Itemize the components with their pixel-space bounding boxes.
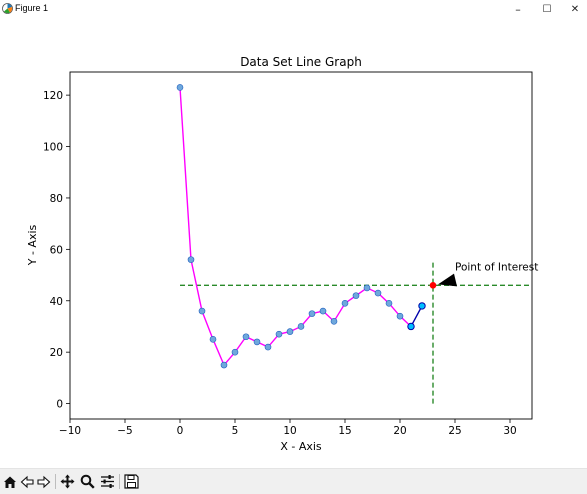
main-series-point	[176, 84, 184, 91]
y-tick-label: 100	[43, 142, 63, 154]
x-tick-label: 30	[503, 425, 516, 437]
x-tick-label: 15	[338, 425, 351, 437]
main-series-point	[374, 289, 382, 297]
matplotlib-app-icon	[2, 3, 13, 14]
chart-title: Data Set Line Graph	[240, 55, 362, 69]
main-series-point	[275, 330, 283, 338]
zoom-icon	[80, 474, 95, 489]
window-titlebar: Figure 1 – ☐ ✕	[0, 0, 587, 18]
main-series-point	[363, 284, 371, 292]
back-button[interactable]	[18, 473, 35, 490]
x-tick-label: 0	[177, 425, 184, 437]
main-series-point	[264, 343, 272, 351]
plot-frame	[69, 71, 533, 420]
y-tick-label: 0	[56, 399, 63, 411]
forward-button[interactable]	[35, 473, 52, 490]
point-of-interest-marker	[429, 282, 437, 289]
main-series-point	[220, 361, 228, 369]
annotation-arrow	[438, 273, 457, 287]
main-series-point	[297, 323, 305, 330]
x-tick-label: 5	[232, 425, 239, 437]
main-series-point	[253, 338, 261, 346]
main-series-point	[330, 318, 338, 325]
toolbar-separator	[119, 474, 120, 489]
tail-series-point	[418, 302, 426, 310]
y-tick-label: 80	[50, 193, 63, 205]
maximize-icon: ☐	[542, 3, 552, 15]
main-series-point	[308, 310, 316, 317]
main-series-point	[385, 300, 393, 307]
y-tick-label: 40	[50, 296, 63, 308]
configure-subplots-icon	[101, 475, 114, 488]
save-button[interactable]	[123, 473, 140, 490]
y-axis-label: Y - Axis	[26, 224, 39, 266]
minimize-button[interactable]: –	[503, 0, 533, 18]
close-button[interactable]: ✕	[560, 0, 587, 18]
maximize-button[interactable]: ☐	[532, 0, 562, 18]
x-tick-label: 20	[393, 425, 406, 437]
point-of-interest-label: Point of Interest	[455, 262, 538, 274]
main-series-point	[242, 333, 250, 341]
pan-icon	[60, 474, 75, 489]
configure-subplots-button[interactable]	[99, 473, 116, 490]
main-series-point	[209, 336, 217, 343]
y-tick-label: 60	[50, 244, 63, 256]
main-series-point	[396, 312, 404, 320]
main-series-point	[231, 348, 239, 356]
toolbar-separator	[55, 474, 56, 489]
main-series-point	[198, 307, 206, 315]
y-tick-label: 20	[50, 347, 63, 359]
pan-button[interactable]	[59, 473, 76, 490]
x-tick-label: −5	[117, 425, 132, 437]
main-series-point	[319, 307, 327, 315]
tail-series-line	[410, 305, 423, 327]
line-chart: Data Set Line Graph −10 −5 0 5 10 15 20 25 30 0 20…	[26, 55, 538, 453]
main-series-point	[352, 292, 360, 299]
main-series-line	[179, 87, 412, 367]
close-icon: ✕	[570, 3, 580, 15]
x-tick-label: 10	[283, 425, 296, 437]
y-tick-label: 120	[43, 90, 63, 102]
main-series-point	[286, 328, 294, 335]
navigation-toolbar	[0, 468, 587, 494]
x-tick-label: −10	[59, 425, 81, 437]
home-icon	[3, 476, 16, 488]
save-icon	[124, 474, 139, 489]
home-button[interactable]	[1, 473, 18, 490]
x-tick-label: 25	[448, 425, 461, 437]
x-axis-label: X - Axis	[280, 440, 322, 453]
forward-icon	[36, 475, 50, 488]
zoom-button[interactable]	[79, 473, 96, 490]
tail-series-point	[407, 322, 415, 331]
back-icon	[20, 475, 34, 488]
main-series-point	[341, 300, 349, 307]
minimize-icon: –	[515, 2, 521, 16]
window-title: Figure 1	[15, 3, 49, 13]
main-series-point	[187, 256, 195, 263]
figure-canvas[interactable]: Data Set Line Graph −10 −5 0 5 10 15 20 25 30 0 20…	[0, 18, 587, 468]
